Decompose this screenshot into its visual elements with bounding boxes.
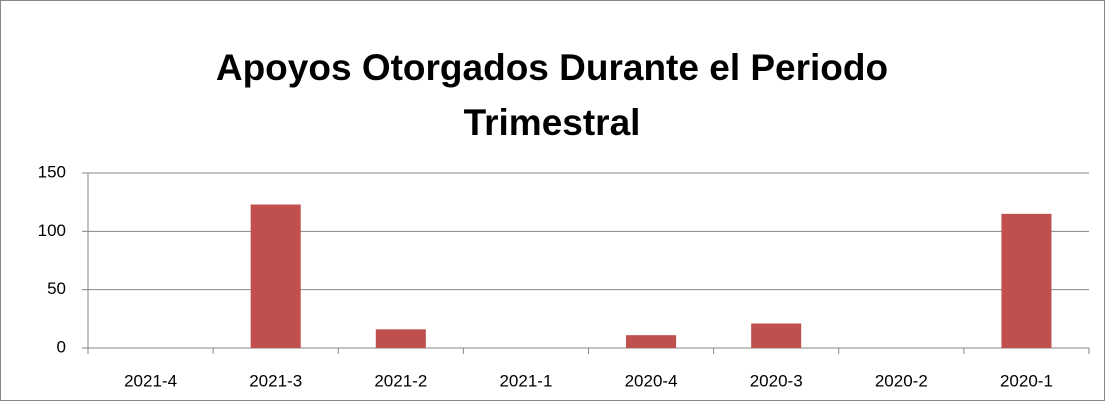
bar xyxy=(250,204,301,348)
x-tick-label: 2020-4 xyxy=(625,371,678,390)
bar xyxy=(751,323,802,348)
y-tick-label: 100 xyxy=(38,221,66,240)
bar xyxy=(375,329,426,348)
x-tick-label: 2021-2 xyxy=(374,371,427,390)
y-tick-label: 150 xyxy=(38,162,66,181)
chart-title: Apoyos Otorgados Durante el Periodo Trim… xyxy=(215,47,889,143)
x-tick-label: 2021-4 xyxy=(124,371,177,390)
x-tick-label: 2020-3 xyxy=(750,371,803,390)
bar xyxy=(1001,213,1052,348)
y-tick-label: 0 xyxy=(57,337,66,356)
bar xyxy=(626,335,677,348)
x-tick-label: 2021-3 xyxy=(249,371,302,390)
x-tick-label: 2020-2 xyxy=(875,371,928,390)
y-tick-label: 50 xyxy=(47,279,66,298)
x-tick-label: 2021-1 xyxy=(499,371,552,390)
x-tick-label: 2020-1 xyxy=(1000,371,1053,390)
